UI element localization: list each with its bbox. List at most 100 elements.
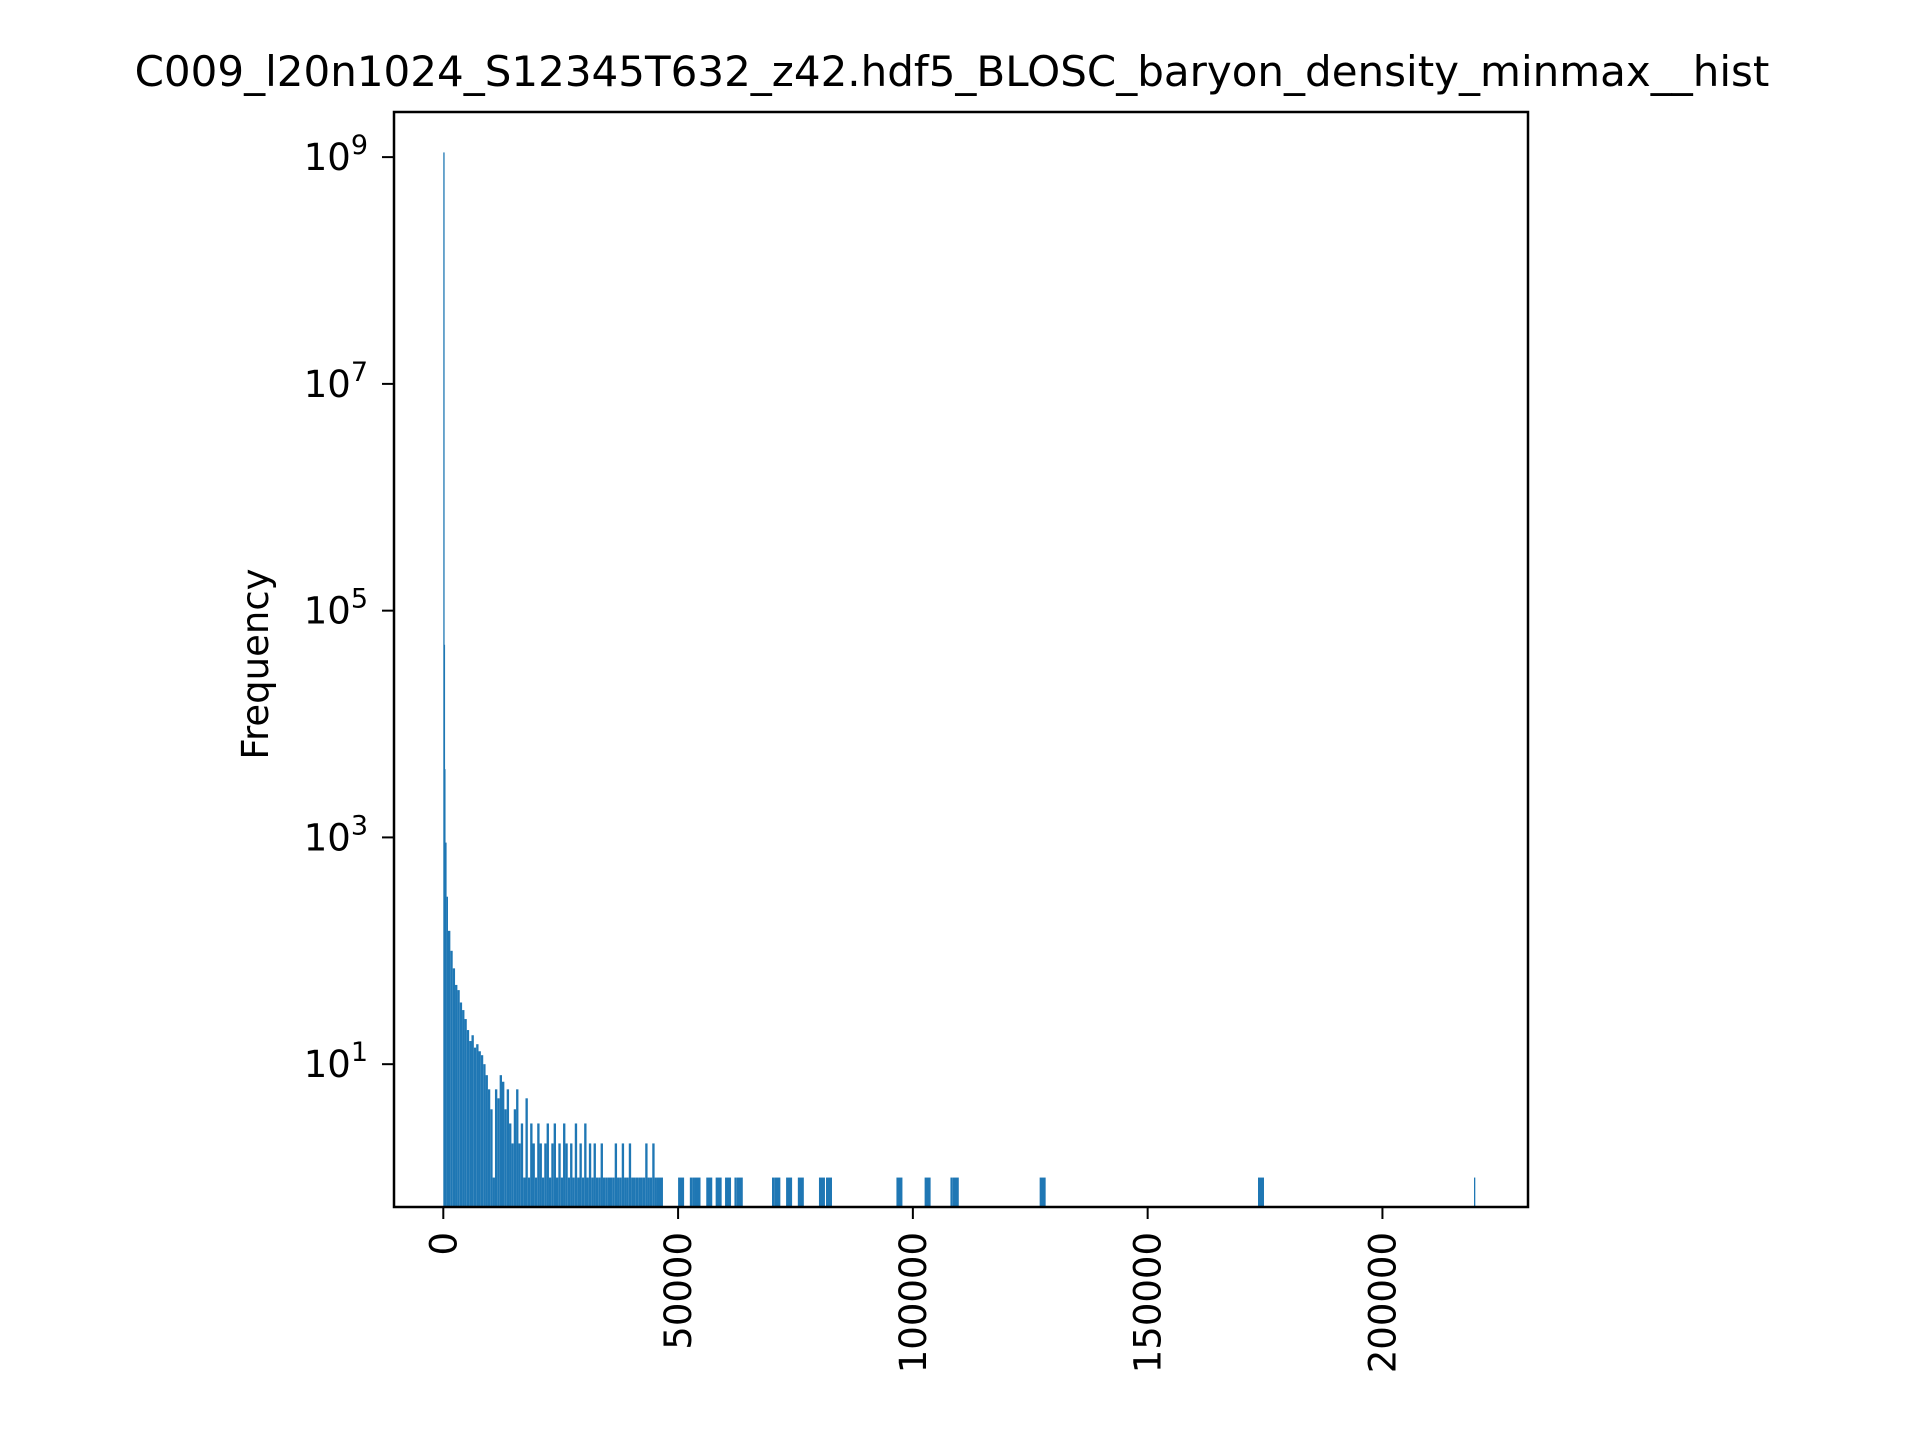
histogram-bar <box>565 1143 568 1207</box>
x-tick-label: 200000 <box>1361 1232 1404 1373</box>
histogram-bar <box>480 1055 484 1207</box>
histogram-bar <box>797 1177 804 1207</box>
histogram-bar <box>896 1177 903 1207</box>
histogram-bar <box>654 1177 657 1207</box>
histogram-bar <box>541 1177 545 1207</box>
histogram-bar <box>520 1123 524 1207</box>
histogram-bar <box>446 896 448 1207</box>
histogram-bar <box>572 1177 575 1207</box>
histogram-bar <box>645 1143 648 1207</box>
histogram-bar <box>560 1177 564 1207</box>
y-tick-label: 105 <box>304 584 368 633</box>
histogram-bar <box>924 1177 931 1207</box>
histogram-bar <box>633 1177 636 1207</box>
histogram-bar <box>649 1177 653 1207</box>
histogram-bar <box>617 1177 620 1207</box>
histogram-bar <box>619 1177 622 1207</box>
histogram-bar <box>476 1044 479 1207</box>
histogram-bar <box>600 1143 603 1207</box>
histogram-bar <box>534 1177 538 1207</box>
histogram-bar <box>598 1177 601 1207</box>
y-tick-label: 103 <box>304 810 368 859</box>
histogram-bar <box>459 1002 463 1207</box>
histogram-bar <box>511 1143 514 1207</box>
histogram-bar <box>469 1041 472 1207</box>
histogram-bar <box>518 1143 521 1207</box>
histogram-bar <box>473 1047 477 1207</box>
histogram-bar <box>502 1081 505 1207</box>
histogram-bar <box>612 1177 615 1207</box>
histogram-bar <box>624 1177 627 1207</box>
histogram-bar <box>563 1123 566 1207</box>
histogram-bar <box>558 1143 561 1207</box>
histogram-bar <box>725 1177 732 1207</box>
histogram-bar <box>450 950 453 1207</box>
histogram-bar <box>544 1143 547 1207</box>
histogram-bar <box>614 1143 618 1207</box>
histogram-bar <box>626 1177 629 1207</box>
histogram-bar <box>539 1143 542 1207</box>
histogram-bar <box>506 1089 510 1207</box>
histogram-bar <box>471 1035 474 1207</box>
x-tick-label: 150000 <box>1127 1232 1170 1373</box>
histogram-bar <box>786 1177 793 1207</box>
histogram-bar <box>656 1177 663 1207</box>
histogram-bar <box>595 1177 599 1207</box>
histogram-bar <box>586 1177 589 1207</box>
histogram-bar <box>532 1143 535 1207</box>
histogram-bar <box>1039 1177 1046 1207</box>
x-tick-label: 50000 <box>657 1232 700 1350</box>
histogram-bar <box>464 1019 467 1207</box>
x-tick-label: 0 <box>422 1232 465 1256</box>
histogram-bar <box>462 1010 465 1207</box>
y-axis-label: Frequency <box>234 568 277 759</box>
histogram-bar <box>593 1143 596 1207</box>
histogram-bar <box>584 1123 587 1207</box>
histogram-bar <box>567 1177 571 1207</box>
histogram-bar <box>736 1177 743 1207</box>
histogram-bar <box>715 1177 722 1207</box>
histogram-bar <box>499 1075 502 1207</box>
histogram-bar <box>774 1177 781 1207</box>
histogram-bar <box>556 1177 559 1207</box>
histogram-bar <box>537 1123 540 1207</box>
chart-title: C009_l20n1024_S12345T632_z42.hdf5_BLOSC_… <box>135 47 1770 96</box>
histogram-bar <box>497 1098 500 1207</box>
histogram-bar <box>551 1143 554 1207</box>
histogram-bar <box>642 1177 646 1207</box>
histogram-bar <box>689 1177 693 1207</box>
histogram-bar <box>485 1075 488 1207</box>
histogram-bar <box>504 1109 507 1207</box>
x-axis: 0 50000 100000 150000 200000 <box>422 1207 1404 1373</box>
histogram-bar <box>548 1177 552 1207</box>
histogram-bar <box>1258 1177 1264 1207</box>
histogram-bar <box>525 1098 528 1207</box>
histogram-bar <box>490 1109 493 1207</box>
histogram-bar <box>448 930 451 1207</box>
histogram-bar <box>638 1177 641 1207</box>
histogram-bar <box>818 1177 825 1207</box>
histogram-bar <box>483 1064 486 1207</box>
histogram-bar <box>826 1177 832 1207</box>
histogram-bar <box>605 1177 608 1207</box>
histogram-bar <box>631 1177 634 1207</box>
histogram-bar <box>487 1089 491 1207</box>
y-tick-label: 109 <box>304 130 368 179</box>
y-tick-label: 107 <box>304 357 368 406</box>
histogram-bar <box>950 1177 953 1207</box>
histogram-bar <box>457 990 460 1207</box>
histogram-bar <box>706 1177 713 1207</box>
histogram-bar <box>772 1177 775 1207</box>
histogram-bar <box>621 1143 625 1207</box>
histogram-bar <box>546 1123 549 1207</box>
histogram-bar <box>692 1177 695 1207</box>
histogram-bar <box>553 1123 556 1207</box>
histogram-bar <box>478 1051 481 1207</box>
histogram-bar <box>694 1177 701 1207</box>
histogram-bar <box>570 1143 573 1207</box>
histogram-bar <box>444 769 446 1207</box>
histogram-bar <box>734 1177 737 1207</box>
histogram-bars <box>443 152 1476 1208</box>
histogram-bar <box>513 1109 517 1207</box>
